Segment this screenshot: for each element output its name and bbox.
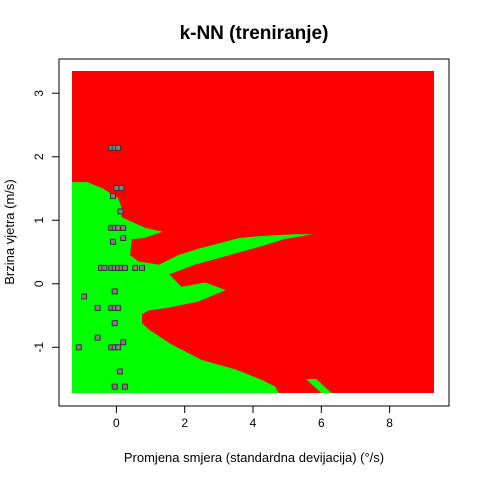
data-point-29: [94, 334, 101, 341]
data-point-31: [75, 344, 82, 351]
data-point-14: [101, 264, 108, 271]
data-point-4: [118, 184, 125, 191]
x-tick-label: 0: [113, 416, 120, 430]
data-point-19: [121, 264, 128, 271]
y-tick-label: -1: [32, 342, 46, 353]
y-tick-label: 1: [32, 217, 46, 224]
data-point-24: [94, 304, 101, 311]
data-point-30: [120, 339, 127, 346]
chart-title: k-NN (treniranje): [180, 23, 329, 44]
decision-region-green-fragment: [305, 379, 332, 393]
data-point-37: [121, 383, 128, 390]
data-point-12: [120, 235, 127, 241]
y-tick-label: 0: [32, 280, 46, 287]
x-tick-label: 6: [318, 416, 325, 430]
data-point-6: [117, 208, 124, 215]
decision-region-green: [72, 182, 313, 393]
data-point-34: [115, 344, 122, 351]
y-tick-label: 3: [32, 90, 46, 97]
x-axis-label: Promjena smjera (standardna devijacija) …: [124, 450, 384, 465]
data-point-28: [111, 320, 118, 327]
data-point-36: [111, 383, 118, 390]
plot-area: [72, 71, 434, 393]
data-point-23: [111, 288, 118, 295]
data-point-22: [81, 293, 87, 300]
data-point-2: [115, 144, 122, 151]
data-point-5: [110, 193, 116, 200]
data-point-9: [115, 224, 122, 231]
data-point-20: [132, 264, 139, 271]
data-point-27: [115, 304, 122, 311]
y-axis: -1 0 1 2 3: [32, 90, 60, 353]
y-axis-label: Brzina vjetra (m/s): [2, 179, 17, 284]
x-axis: 0 2 4 6 8: [113, 405, 393, 430]
data-point-21: [139, 264, 145, 271]
x-tick-label: 4: [250, 416, 257, 430]
data-point-11: [110, 238, 116, 245]
x-tick-label: 8: [386, 416, 393, 430]
y-tick-label: 2: [32, 153, 46, 160]
x-tick-label: 2: [181, 416, 188, 430]
data-point-3: [113, 184, 120, 191]
data-point-35: [116, 368, 123, 375]
data-point-10: [120, 224, 127, 231]
